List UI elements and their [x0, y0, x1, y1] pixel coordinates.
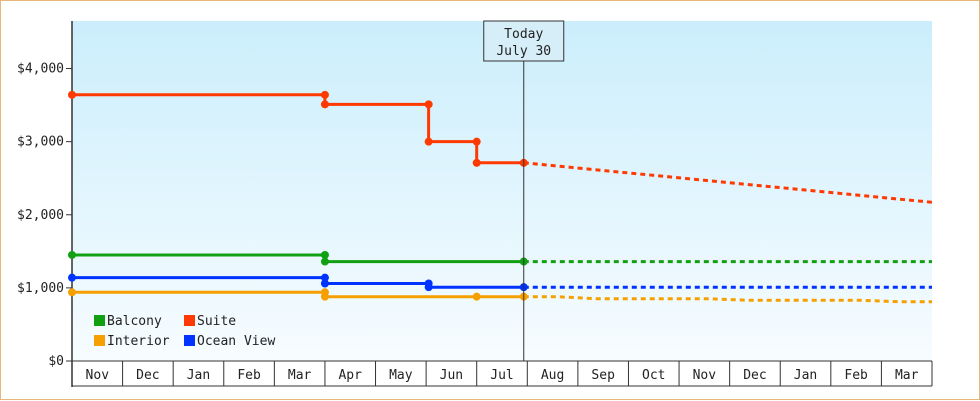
- data-point-suite: [472, 158, 481, 167]
- legend: Balcony Suite Interior Ocean View: [94, 314, 275, 349]
- y-tick-label: $1,000: [17, 281, 64, 296]
- data-point-suite: [320, 90, 329, 99]
- data-point-suite: [320, 100, 329, 109]
- x-tick-label: Oct: [642, 368, 665, 383]
- data-point-balcony: [320, 257, 329, 266]
- x-tick-label: Nov: [693, 368, 717, 383]
- legend-label-ocean-view: Ocean View: [197, 334, 275, 349]
- x-tick-label: Jun: [440, 368, 463, 383]
- x-tick-label: Sep: [591, 368, 615, 383]
- data-point-balcony: [68, 250, 76, 259]
- data-point-ocean-view: [424, 283, 433, 292]
- x-axis: Nov Dec Jan Feb Mar Apr May Jun Jul Aug Sep Oct Nov D…: [71, 360, 933, 387]
- x-tick-label: Aug: [541, 368, 564, 383]
- legend-swatch-balcony: [94, 315, 105, 326]
- x-tick-label: Feb: [844, 368, 868, 383]
- x-tick-label: May: [389, 368, 413, 383]
- legend-label-suite: Suite: [197, 314, 236, 329]
- today-marker: Today July 30: [483, 20, 565, 361]
- today-title: Today: [504, 27, 543, 42]
- x-tick-label: Jan: [794, 368, 817, 383]
- data-point-suite: [424, 137, 433, 146]
- series-line-ocean-view: [72, 276, 524, 289]
- data-point-ocean-view: [320, 279, 329, 288]
- plot-background: [72, 21, 932, 361]
- x-tick-label: Jan: [187, 368, 210, 383]
- legend-label-balcony: Balcony: [107, 314, 162, 329]
- legend-swatch-ocean-view: [184, 335, 195, 346]
- x-tick-label: Mar: [895, 368, 919, 383]
- data-point-interior: [472, 292, 481, 301]
- data-point-suite: [472, 137, 481, 146]
- x-tick-label: Feb: [237, 368, 261, 383]
- x-tick-label: Nov: [86, 368, 110, 383]
- y-tick-label: $4,000: [17, 62, 64, 77]
- y-tick-label: $3,000: [17, 135, 64, 150]
- data-point-interior: [68, 288, 76, 297]
- series-forecast-interior: [523, 295, 932, 304]
- legend-swatch-suite: [184, 315, 195, 326]
- x-tick-label: Apr: [338, 368, 362, 383]
- y-axis: $0 $1,000 $2,000 $3,000 $4,000: [17, 21, 73, 387]
- legend-label-interior: Interior: [107, 334, 170, 349]
- legend-swatch-interior: [94, 335, 105, 346]
- y-tick-label: $0: [48, 354, 64, 369]
- data-point-suite: [68, 90, 76, 99]
- x-tick-label: Dec: [743, 368, 766, 383]
- y-tick-label: $2,000: [17, 208, 64, 223]
- x-tick-label: Mar: [288, 368, 312, 383]
- data-point-ocean-view: [320, 273, 329, 282]
- data-point-ocean-view: [68, 273, 76, 282]
- x-tick-label: Jul: [490, 368, 513, 383]
- today-date: July 30: [496, 44, 551, 59]
- data-point-interior: [320, 292, 329, 301]
- data-point-suite: [424, 100, 433, 109]
- today-box: [483, 20, 565, 62]
- x-tick-label: Dec: [136, 368, 159, 383]
- data-point-balcony: [320, 250, 329, 259]
